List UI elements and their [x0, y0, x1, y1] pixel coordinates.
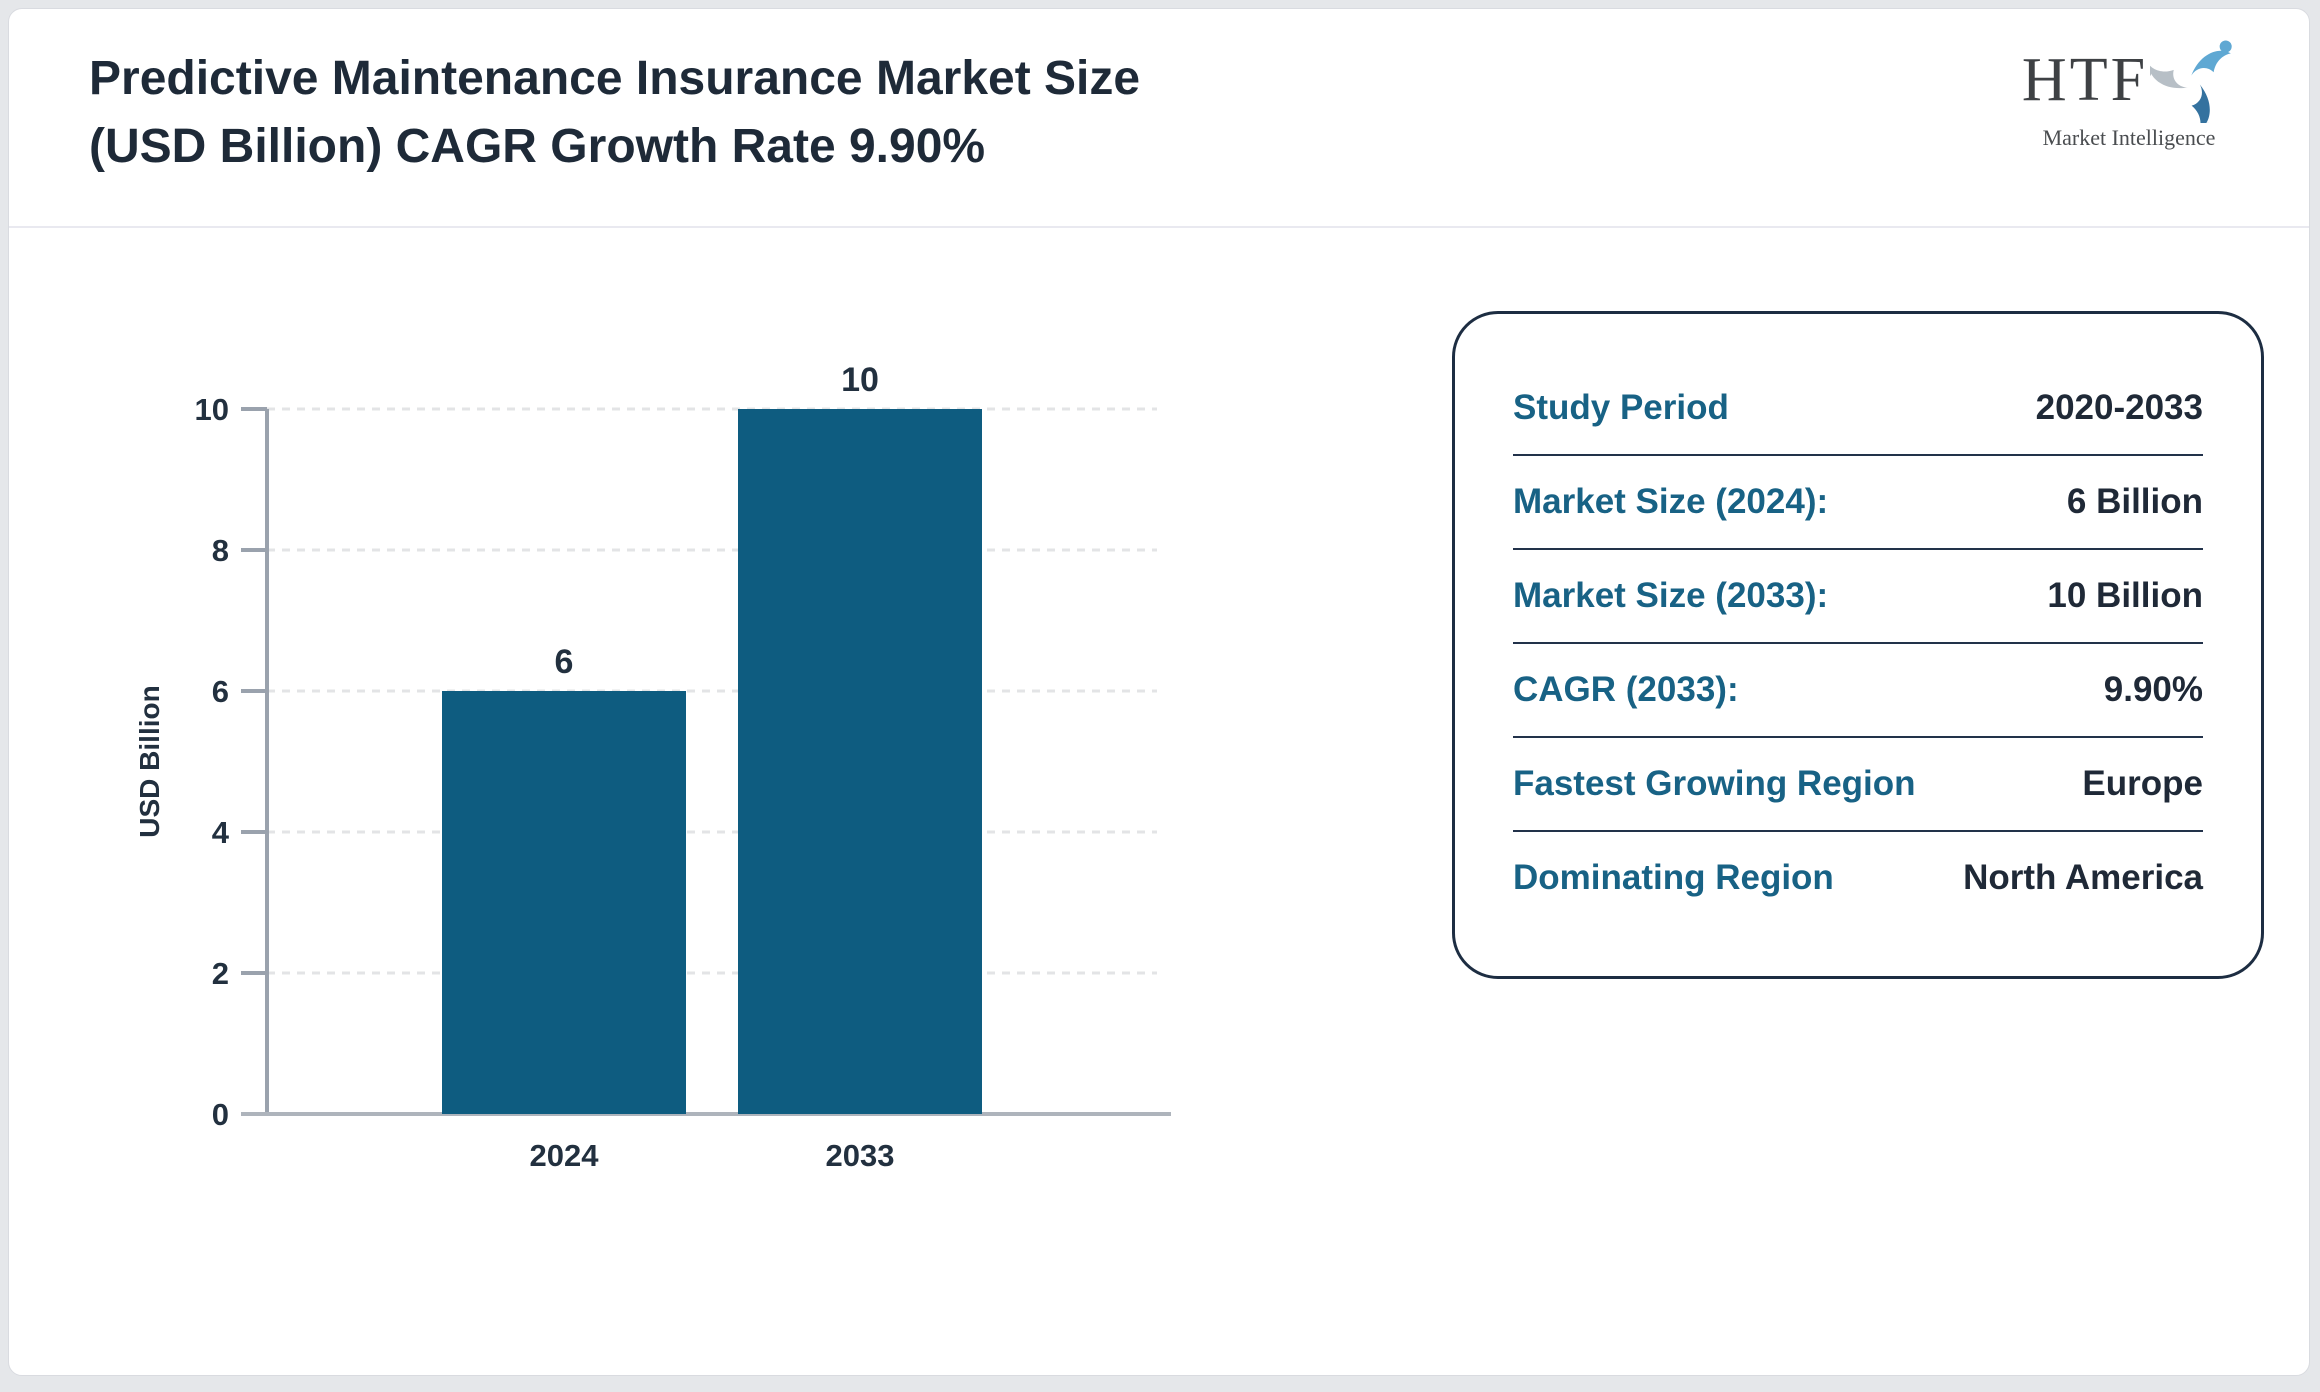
y-tick-label: 2	[212, 956, 229, 991]
page-title: Predictive Maintenance Insurance Market …	[89, 45, 1140, 181]
info-label: Market Size (2024):	[1513, 482, 1829, 521]
info-label: Dominating Region	[1513, 858, 1834, 897]
y-tick-label: 8	[212, 533, 229, 568]
info-label: Study Period	[1513, 388, 1729, 427]
page-title-line1: Predictive Maintenance Insurance Market …	[89, 52, 1141, 105]
info-value: 6 Billion	[2066, 482, 2203, 521]
people-swirl-icon	[2150, 40, 2232, 123]
x-category-label: 2033	[826, 1138, 895, 1173]
bar-chart: 0 2 4 6 8 10 6 2024 10 2033 USD Billion	[121, 359, 1201, 1219]
header: Predictive Maintenance Insurance Market …	[9, 9, 2309, 228]
page-title-line2: (USD Billion) CAGR Growth Rate 9.90%	[89, 120, 986, 173]
info-row-market-size-2024: Market Size (2024): 6 Billion	[1513, 456, 2203, 550]
info-row-fastest-growing-region: Fastest Growing Region Europe	[1513, 738, 2203, 832]
x-category-label: 2024	[530, 1138, 600, 1173]
htf-logo: HTF	[2019, 37, 2239, 151]
info-label: Fastest Growing Region	[1513, 764, 1916, 803]
info-value: 10 Billion	[2047, 576, 2203, 615]
info-value: North America	[1963, 858, 2203, 897]
bar-value-label: 10	[841, 361, 879, 399]
info-row-study-period: Study Period 2020-2033	[1513, 362, 2203, 456]
bar-2033	[738, 409, 982, 1114]
info-row-dominating-region: Dominating Region North America	[1513, 832, 2203, 924]
htf-logo-subtitle: Market Intelligence	[2042, 125, 2216, 150]
info-value: 9.90%	[2103, 670, 2203, 709]
info-panel: Study Period 2020-2033 Market Size (2024…	[1452, 311, 2264, 979]
y-tick-label: 6	[212, 674, 229, 709]
bar-value-label: 6	[555, 643, 574, 681]
y-axis-title: USD Billion	[134, 685, 165, 837]
bar-chart-svg: 0 2 4 6 8 10 6 2024 10 2033 USD Billion	[134, 361, 1171, 1173]
y-tick-label: 10	[195, 392, 229, 427]
y-tick-label: 0	[212, 1097, 229, 1132]
info-value: 2020-2033	[2035, 388, 2203, 427]
bar-2024	[442, 691, 686, 1114]
info-value: Europe	[2082, 764, 2203, 803]
y-tick-label: 4	[212, 815, 230, 850]
info-label: CAGR (2033):	[1513, 670, 1739, 709]
info-label: Market Size (2033):	[1513, 576, 1829, 615]
info-row-cagr: CAGR (2033): 9.90%	[1513, 644, 2203, 738]
report-card: Predictive Maintenance Insurance Market …	[8, 8, 2310, 1376]
htf-logo-text: HTF	[2021, 46, 2149, 114]
info-row-market-size-2033: Market Size (2033): 10 Billion	[1513, 550, 2203, 644]
